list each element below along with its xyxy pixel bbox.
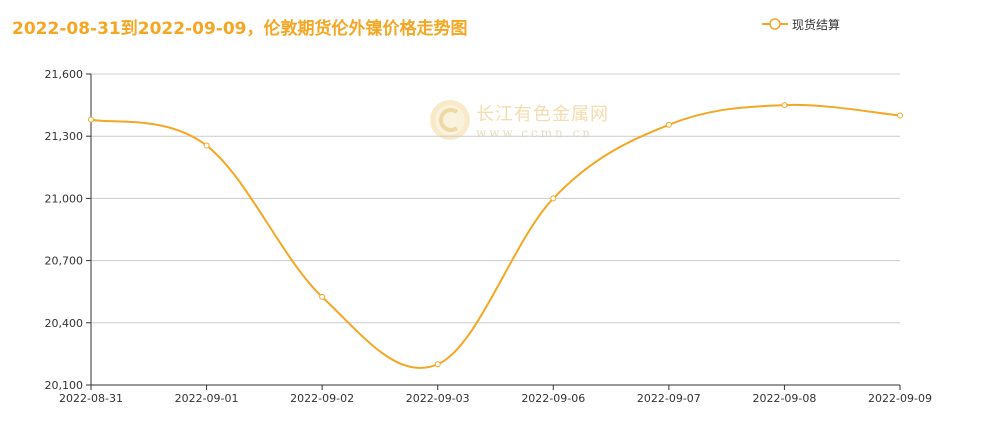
data-point (665, 121, 672, 128)
data-point (88, 116, 94, 123)
data-point (319, 293, 326, 300)
x-tick-label: 2022-09-06 (521, 392, 585, 405)
legend-line-icon (762, 18, 788, 30)
ccmn-logo-icon (430, 100, 470, 140)
y-tick-label: 20,400 (45, 317, 84, 330)
x-tick-label: 2022-09-02 (290, 392, 354, 405)
chart-title: 2022-08-31到2022-09-09，伦敦期货伦外镍价格走势图 (12, 19, 468, 39)
data-point (781, 102, 788, 109)
y-tick-label: 21,300 (45, 130, 84, 143)
data-point (203, 142, 210, 149)
series-line (90, 103, 901, 369)
x-tick-label: 2022-09-03 (406, 392, 470, 405)
legend-label: 现货结算 (792, 17, 841, 32)
y-tick-label: 21,600 (45, 68, 84, 81)
y-tick-label: 21,000 (45, 192, 84, 205)
legend[interactable]: 现货结算 (762, 14, 840, 34)
y-tick-label: 20,700 (45, 255, 84, 268)
data-point (897, 112, 903, 119)
watermark: 长江有色金属网 www.ccmn.cn (428, 98, 609, 142)
x-tick-label: 2022-08-31 (59, 392, 123, 405)
watermark-name: 长江有色金属网 (476, 104, 609, 125)
y-tick-label: 20,100 (45, 379, 84, 392)
x-tick-label: 2022-09-09 (868, 392, 932, 405)
data-point (434, 361, 441, 368)
data-point (550, 195, 557, 202)
x-tick-label: 2022-09-01 (175, 392, 239, 405)
x-tick-label: 2022-09-07 (637, 392, 701, 405)
x-tick-label: 2022-09-08 (752, 392, 816, 405)
